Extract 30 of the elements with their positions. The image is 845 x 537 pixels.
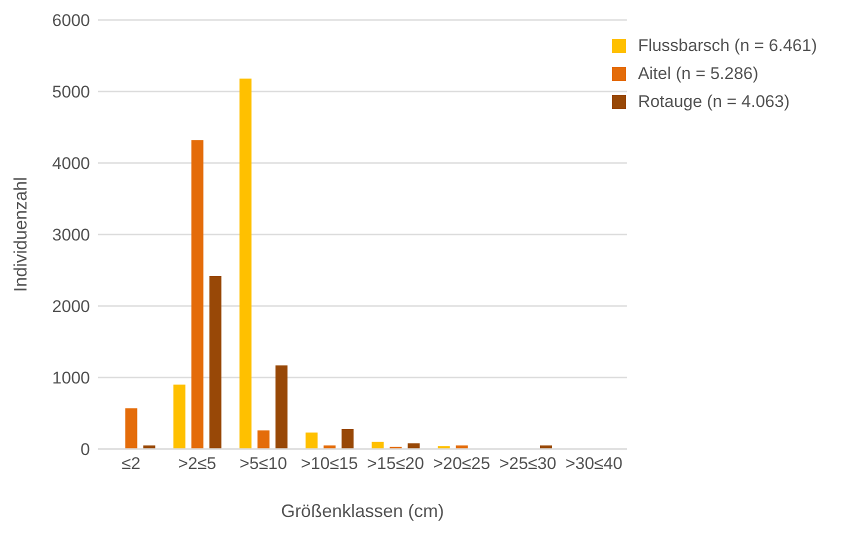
bar (125, 408, 138, 449)
bar (275, 365, 288, 449)
y-tick-label: 5000 (52, 82, 90, 102)
bar (209, 276, 222, 449)
y-tick-label: 0 (80, 440, 90, 460)
y-tick-label: 3000 (52, 226, 90, 245)
legend-label: Aitel (n = 5.286) (638, 64, 758, 84)
y-tick-label: 2000 (52, 297, 90, 316)
x-tick-label: >2≤5 (178, 454, 216, 474)
y-tick-label: 1000 (52, 368, 90, 388)
bar (239, 78, 252, 449)
legend-label: Rotauge (n = 4.063) (638, 92, 790, 112)
x-tick-label: >10≤15 (300, 454, 358, 474)
bar (372, 442, 384, 449)
y-axis-title: Individuenzahl (10, 176, 30, 292)
x-tick-label: >5≤10 (239, 454, 288, 474)
x-tick-label: >15≤20 (366, 454, 424, 474)
bar (257, 430, 270, 449)
x-tick-label: ≤2 (122, 454, 140, 474)
x-tick-label: >25≤30 (499, 454, 556, 474)
y-tick-label: 4000 (52, 154, 90, 174)
x-axis-title: Größenklassen (cm) (280, 501, 444, 521)
bar (342, 428, 354, 449)
bar (191, 140, 204, 449)
bar (173, 384, 186, 449)
y-tick-label: 6000 (52, 11, 90, 30)
x-tick-label: >20≤25 (433, 454, 490, 474)
bar (306, 432, 318, 449)
x-tick-label: >30≤40 (565, 454, 622, 474)
legend-label: Flussbarsch (n = 6.461) (638, 36, 817, 56)
